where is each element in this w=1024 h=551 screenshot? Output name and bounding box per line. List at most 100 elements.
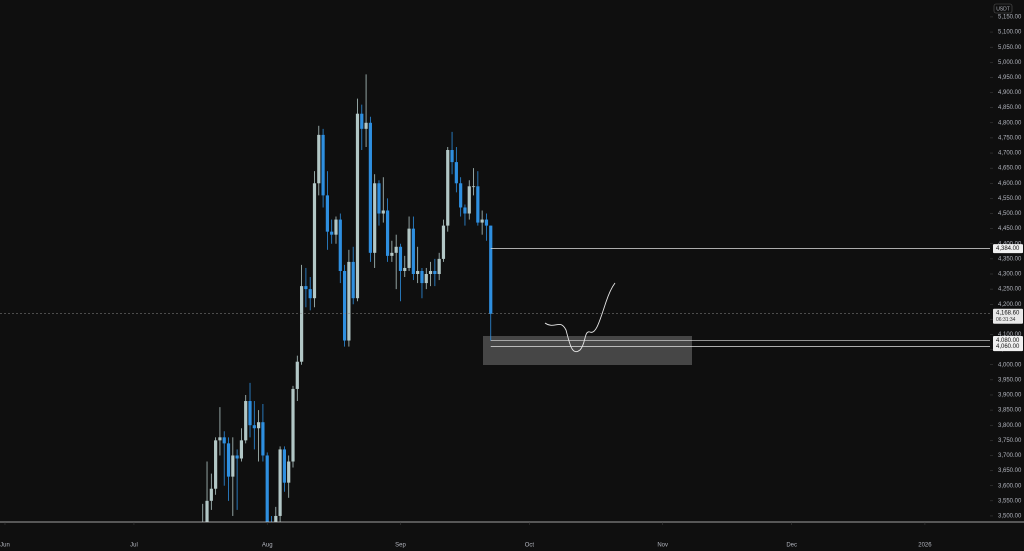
x-tick-label: Dec — [786, 543, 797, 549]
candle-body — [231, 455, 235, 477]
y-tick-label: 4,950.00 — [998, 75, 1022, 81]
level-label: 4,060.00 — [996, 344, 1020, 350]
candle-body — [222, 437, 226, 444]
candle-body — [398, 246, 403, 271]
candle-body — [265, 455, 269, 522]
y-tick-label: 3,750.00 — [998, 438, 1022, 444]
y-tick-label: 3,650.00 — [998, 468, 1022, 474]
candle-body — [364, 122, 368, 129]
y-tick-label: 4,800.00 — [998, 120, 1022, 126]
level-label-box — [993, 342, 1023, 352]
candle-body — [373, 183, 377, 253]
candle-body — [381, 210, 385, 214]
y-tick-label: 3,550.00 — [998, 498, 1022, 504]
x-tick-label: Jun — [0, 543, 10, 549]
candle-body — [416, 270, 420, 275]
candle-body — [355, 113, 360, 299]
candle-body — [411, 228, 415, 275]
candle-body — [441, 225, 446, 259]
candle-body — [321, 134, 325, 196]
unit-label: USDT — [996, 6, 1010, 12]
y-tick-label: 5,000.00 — [998, 60, 1022, 66]
candle-body — [424, 274, 428, 284]
candle-body — [252, 425, 256, 429]
candle-body — [454, 162, 458, 184]
y-tick-label: 5,050.00 — [998, 45, 1022, 51]
y-tick-label: 4,650.00 — [998, 166, 1022, 172]
y-tick-label: 4,250.00 — [998, 287, 1022, 293]
candle-body — [299, 286, 304, 362]
drawn-path — [544, 282, 616, 352]
candle-body — [274, 515, 278, 522]
candle-body — [325, 195, 329, 232]
candle-body — [261, 422, 265, 456]
x-tick-label: Nov — [657, 543, 668, 549]
x-tick-label: Sep — [395, 543, 406, 549]
candle-body — [235, 455, 239, 459]
candle-body — [347, 261, 351, 341]
candle-body — [394, 246, 398, 253]
level-label: 4,080.00 — [996, 338, 1020, 344]
candle-body — [295, 361, 299, 389]
y-tick-label: 4,900.00 — [998, 90, 1022, 96]
candle-body — [385, 210, 390, 256]
candle-body — [214, 440, 218, 489]
candle-body — [403, 267, 407, 271]
candle-body — [334, 219, 338, 235]
candle-body — [463, 207, 467, 214]
candle-body — [338, 219, 342, 271]
y-tick-label: 3,700.00 — [998, 453, 1022, 459]
level-label-box — [993, 244, 1023, 254]
candle-body — [287, 461, 291, 483]
candle-body — [278, 449, 282, 516]
y-tick-label: 3,950.00 — [998, 377, 1022, 383]
y-tick-label: 4,700.00 — [998, 151, 1022, 157]
x-tick-label: Oct — [525, 543, 535, 549]
candle-body — [467, 186, 471, 214]
candle-body — [244, 401, 248, 441]
candle-body — [420, 270, 424, 284]
y-tick-label: 4,600.00 — [998, 181, 1022, 187]
y-tick-label: 4,100.00 — [998, 332, 1022, 338]
y-tick-label: 3,600.00 — [998, 483, 1022, 489]
candle-body — [304, 286, 308, 290]
countdown-label: 06:31:34 — [996, 317, 1016, 323]
candle-body — [308, 289, 312, 299]
candle-body — [428, 270, 433, 275]
y-tick-label: 5,150.00 — [998, 15, 1022, 21]
y-tick-label: 4,850.00 — [998, 105, 1022, 111]
candle-body — [209, 488, 213, 501]
y-tick-label: 3,800.00 — [998, 423, 1022, 429]
candle-body — [282, 449, 287, 483]
level-label: 4,384.00 — [996, 246, 1020, 252]
candle-body — [437, 258, 441, 275]
y-tick-label: 4,550.00 — [998, 196, 1022, 202]
y-tick-label: 4,350.00 — [998, 256, 1022, 262]
candle-body — [390, 252, 394, 256]
x-tick-label: Jul — [130, 543, 138, 549]
y-tick-label: 4,300.00 — [998, 272, 1022, 278]
candle-body — [459, 183, 463, 208]
candle-body — [484, 219, 489, 226]
candle-body — [312, 183, 317, 299]
candle-body — [368, 122, 372, 253]
y-tick-label: 3,850.00 — [998, 408, 1022, 414]
y-tick-label: 4,500.00 — [998, 211, 1022, 217]
y-tick-label: 4,000.00 — [998, 362, 1022, 368]
candle-body — [489, 225, 493, 314]
last-price-box — [993, 308, 1023, 324]
candle-body — [218, 437, 222, 441]
candle-body — [330, 231, 334, 235]
last-price-label: 4,168.60 — [996, 310, 1020, 316]
candle-body — [433, 270, 437, 275]
candle-body — [471, 186, 476, 188]
y-tick-label: 3,500.00 — [998, 514, 1022, 520]
y-tick-label: 5,100.00 — [998, 30, 1022, 36]
candle-body — [476, 186, 480, 223]
candle-body — [257, 422, 261, 429]
y-tick-label: 4,450.00 — [998, 226, 1022, 232]
candle-body — [351, 261, 355, 299]
x-tick-label: 2026 — [918, 543, 932, 549]
